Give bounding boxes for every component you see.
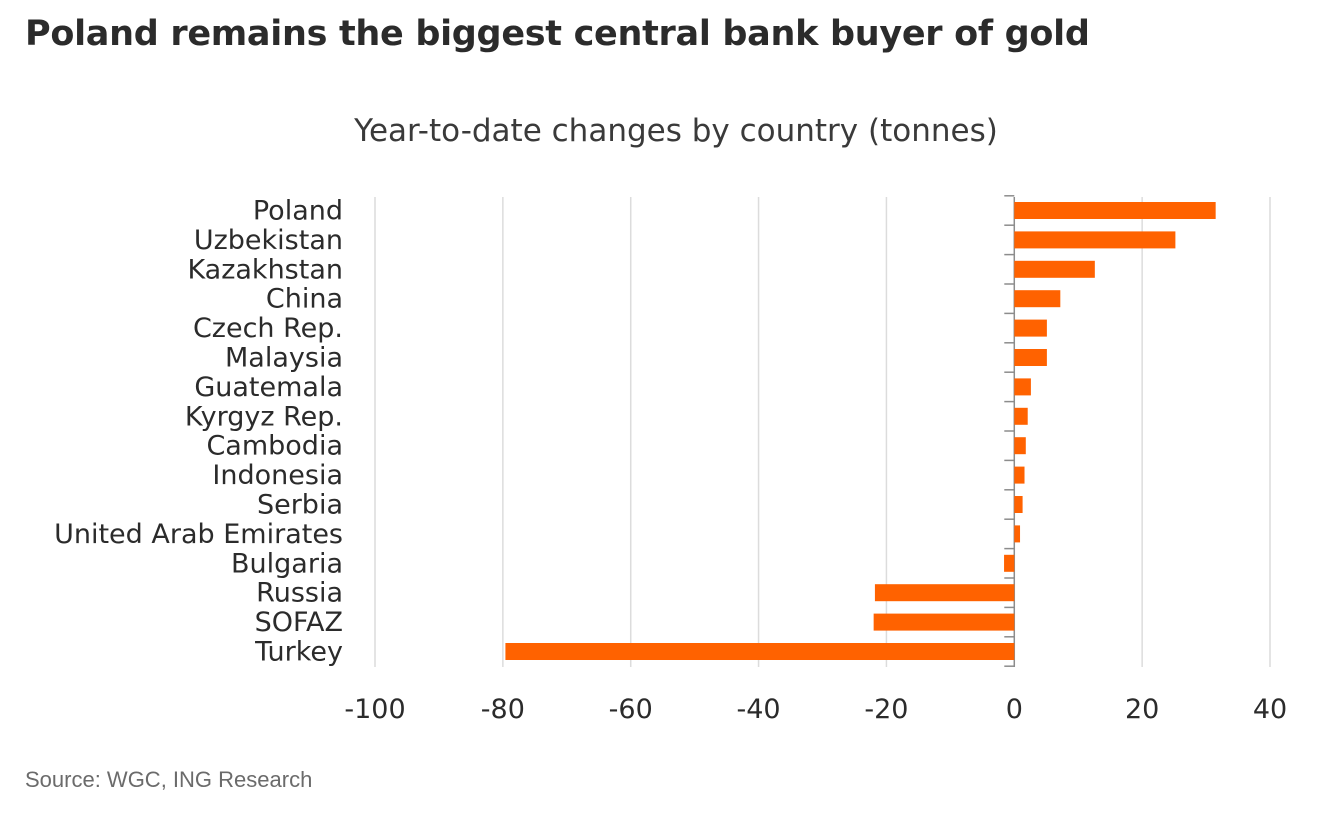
category-label: China: [266, 284, 343, 315]
x-tick-label: -80: [481, 694, 525, 725]
bar-united-arab-emirates: [1014, 525, 1021, 543]
x-tick-label: -20: [864, 694, 908, 725]
category-label: Poland: [253, 196, 343, 227]
category-label: Kyrgyz Rep.: [185, 401, 343, 432]
category-label: Indonesia: [212, 460, 343, 491]
bar-russia: [874, 584, 1015, 602]
bar-poland: [1014, 202, 1216, 219]
x-tick-label: 40: [1253, 694, 1287, 725]
category-label: Czech Rep.: [193, 313, 343, 344]
category-label: SOFAZ: [255, 607, 343, 638]
category-label: Russia: [256, 578, 343, 609]
bar-sofaz: [873, 613, 1015, 631]
x-tick-label: -100: [344, 694, 405, 725]
page-title: Poland remains the biggest central bank …: [25, 14, 1090, 54]
category-label: Guatemala: [194, 372, 343, 403]
x-tick-label: 20: [1125, 694, 1159, 725]
bar-czech-rep: [1014, 319, 1047, 337]
category-label: Serbia: [257, 490, 343, 521]
bar-serbia: [1014, 496, 1023, 513]
bar-kyrgyz-rep: [1014, 407, 1028, 425]
gridlines: [374, 197, 1271, 667]
bar-china: [1014, 290, 1061, 308]
bar-cambodia: [1014, 437, 1026, 455]
source-note: Source: WGC, ING Research: [25, 767, 313, 792]
category-label: Turkey: [254, 637, 343, 668]
x-tick-labels: -100 -80 -60 -40 -20 0 20 40: [344, 694, 1287, 725]
bar-malaysia: [1014, 349, 1047, 366]
chart-title: Year-to-date changes by country (tonnes): [353, 113, 998, 149]
bar-turkey: [505, 643, 1015, 660]
bar-guatemala: [1014, 378, 1031, 396]
category-label: Bulgaria: [231, 548, 343, 579]
category-label: United Arab Emirates: [54, 519, 343, 550]
bars: [505, 202, 1216, 660]
bar-indonesia: [1014, 466, 1025, 484]
bar-kazakhstan: [1014, 260, 1095, 278]
x-tick-label: -60: [609, 694, 653, 725]
category-label: Malaysia: [225, 343, 343, 374]
category-label: Cambodia: [206, 431, 343, 462]
bar-bulgaria: [1004, 554, 1015, 572]
category-label: Kazakhstan: [187, 254, 343, 285]
bar-uzbekistan: [1014, 231, 1176, 249]
category-label: Uzbekistan: [194, 225, 343, 256]
x-tick-label: -40: [737, 694, 781, 725]
x-tick-label: 0: [1006, 694, 1023, 725]
